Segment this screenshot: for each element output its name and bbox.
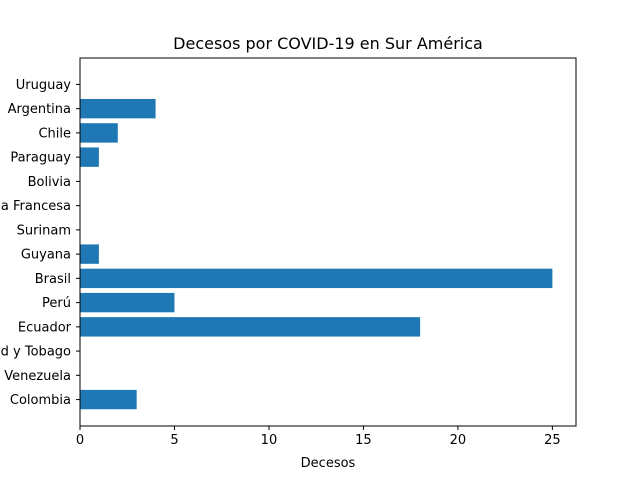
y-tick-label: Ecuador [18, 320, 72, 335]
y-tick-label: Paraguay [10, 151, 71, 166]
bar [80, 147, 99, 167]
bar [80, 244, 99, 264]
y-tick-label: Venezuela [4, 369, 71, 384]
bars-group [80, 98, 553, 410]
y-tick-label: Guayana Francesa [0, 199, 71, 214]
y-tick-label: Surinam [17, 223, 71, 238]
y-tick-label: Brasil [35, 272, 71, 287]
y-tick-label: Uruguay [16, 78, 72, 93]
y-tick-label: Colombia [10, 393, 71, 408]
plot-frame [79, 57, 577, 427]
x-tick-label: 15 [355, 433, 372, 448]
y-tick-label: Chile [38, 126, 71, 141]
y-tick-label: Argentina [8, 102, 71, 117]
y-tick-label: Bolivia [28, 175, 71, 190]
bar [80, 123, 118, 143]
x-axis-label: Decesos [301, 456, 356, 471]
y-tick-label: Trinidad y Tobago [0, 345, 71, 360]
chart-title: Decesos por COVID-19 en Sur América [173, 34, 483, 53]
bar [80, 98, 156, 119]
y-tick-label: Perú [42, 296, 71, 311]
y-axis-ticks: Colombia Venezuela Trinidad y Tobago Ecuado… [0, 78, 80, 408]
x-tick-label: 25 [544, 433, 561, 448]
x-tick-label: 10 [261, 433, 278, 448]
bar [80, 317, 421, 337]
y-tick-label: Guyana [21, 248, 71, 263]
bar [80, 292, 175, 313]
x-tick-label: 20 [450, 433, 467, 448]
x-tick-label: 0 [76, 433, 84, 448]
x-tick-label: 5 [170, 433, 178, 448]
x-axis-ticks: 0 5 10 15 20 25 [76, 426, 561, 448]
bar [80, 389, 137, 410]
bar [80, 268, 553, 289]
